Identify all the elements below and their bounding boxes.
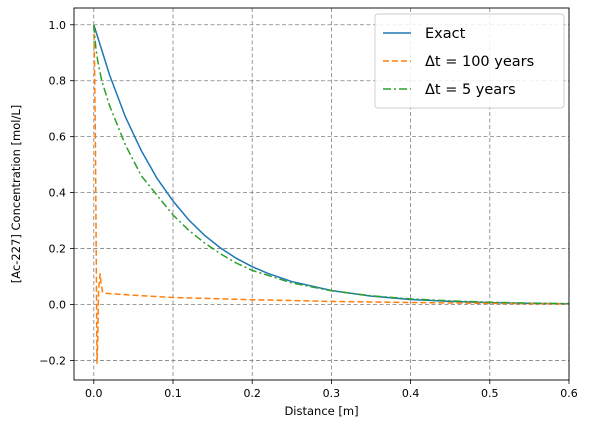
series-line-2 xyxy=(93,24,569,305)
x-tick-label: 0.1 xyxy=(164,387,182,400)
legend-label: Exact xyxy=(425,26,466,42)
plot-area xyxy=(93,24,569,364)
legend: Exact Δt = 100 years Δt = 5 years xyxy=(374,13,565,109)
y-tick-label: 0.6 xyxy=(49,131,67,144)
legend-label: Δt = 5 years xyxy=(425,82,516,98)
x-tick-label: 0.0 xyxy=(85,387,103,400)
x-tick-label: 0.5 xyxy=(481,387,499,400)
legend-box xyxy=(374,13,565,109)
x-axis-label: Distance [m] xyxy=(284,404,358,418)
axes-frame xyxy=(73,7,570,381)
legend-label: Δt = 100 years xyxy=(425,54,534,70)
x-tick-label: 0.6 xyxy=(560,387,578,400)
y-tick-label: 0.2 xyxy=(49,243,67,256)
y-tick-label: 0.4 xyxy=(49,187,67,200)
y-axis-label: [Ac-227] Concentration [mol/L] xyxy=(9,105,23,283)
y-tick-label: −0.2 xyxy=(39,354,66,367)
y-tick-label: 1.0 xyxy=(49,19,67,32)
series-line-1 xyxy=(93,24,569,364)
y-tick-label: 0.8 xyxy=(49,75,67,88)
ticks: 0.0 0.1 0.2 0.3 0.4 0.5 0.6 −0.2 0.0 0.2 0.4 0.6 0.8… xyxy=(39,19,577,400)
x-tick-label: 0.4 xyxy=(402,387,420,400)
y-tick-label: 0.0 xyxy=(49,298,67,311)
grid xyxy=(74,8,570,380)
x-tick-label: 0.3 xyxy=(323,387,341,400)
x-tick-label: 0.2 xyxy=(243,387,261,400)
